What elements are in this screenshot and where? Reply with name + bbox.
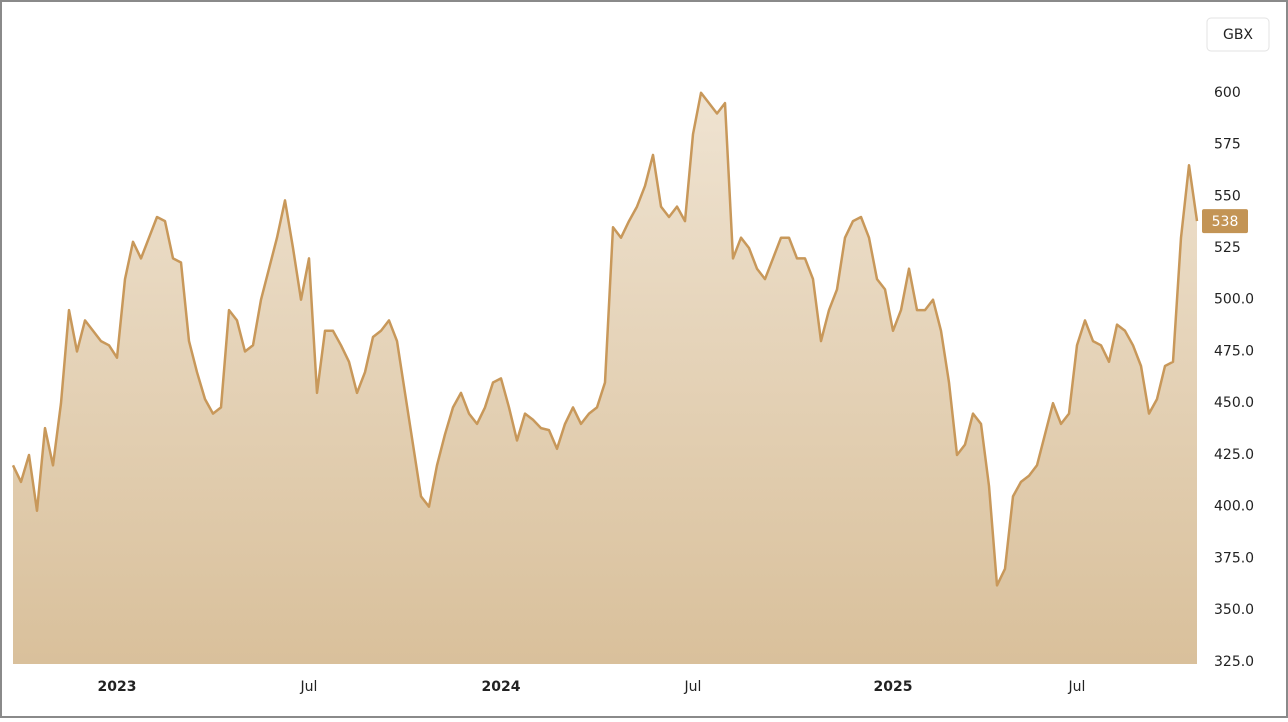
y-tick-label: 550 [1214, 188, 1241, 204]
axis-mask [13, 664, 1199, 666]
line [11, 91, 1199, 587]
x-tick-label: Jul [684, 679, 702, 695]
currency[interactable]: GBX [1223, 27, 1253, 43]
y-tick-label: 450.0 [1214, 395, 1254, 411]
x-tick-label: Jul [1068, 679, 1086, 695]
y-tick-label: 500.0 [1214, 292, 1254, 308]
x-tick-label: Jul [300, 679, 318, 695]
y-tick-label: 475.0 [1214, 343, 1254, 359]
y-tick-label: 425.0 [1214, 447, 1254, 463]
last-price-tag [1202, 209, 1248, 234]
y-tick-label: 350.0 [1214, 602, 1254, 618]
y-tick-label: 525 [1214, 240, 1241, 256]
last-price-label: 538 [1212, 214, 1239, 230]
y-tick-label: 600 [1214, 85, 1241, 101]
y-tick-label: 575 [1214, 137, 1241, 153]
area [13, 92, 1197, 665]
y-tick-label: 325.0 [1214, 654, 1254, 670]
x-tick-label: 2025 [874, 679, 913, 695]
y-tick-label: 375.0 [1214, 550, 1254, 566]
x-tick-label: 2024 [482, 679, 521, 695]
currency-box[interactable] [1206, 17, 1270, 52]
x-tick-label: 2023 [98, 679, 137, 695]
y-tick-label: 400.0 [1214, 499, 1254, 515]
